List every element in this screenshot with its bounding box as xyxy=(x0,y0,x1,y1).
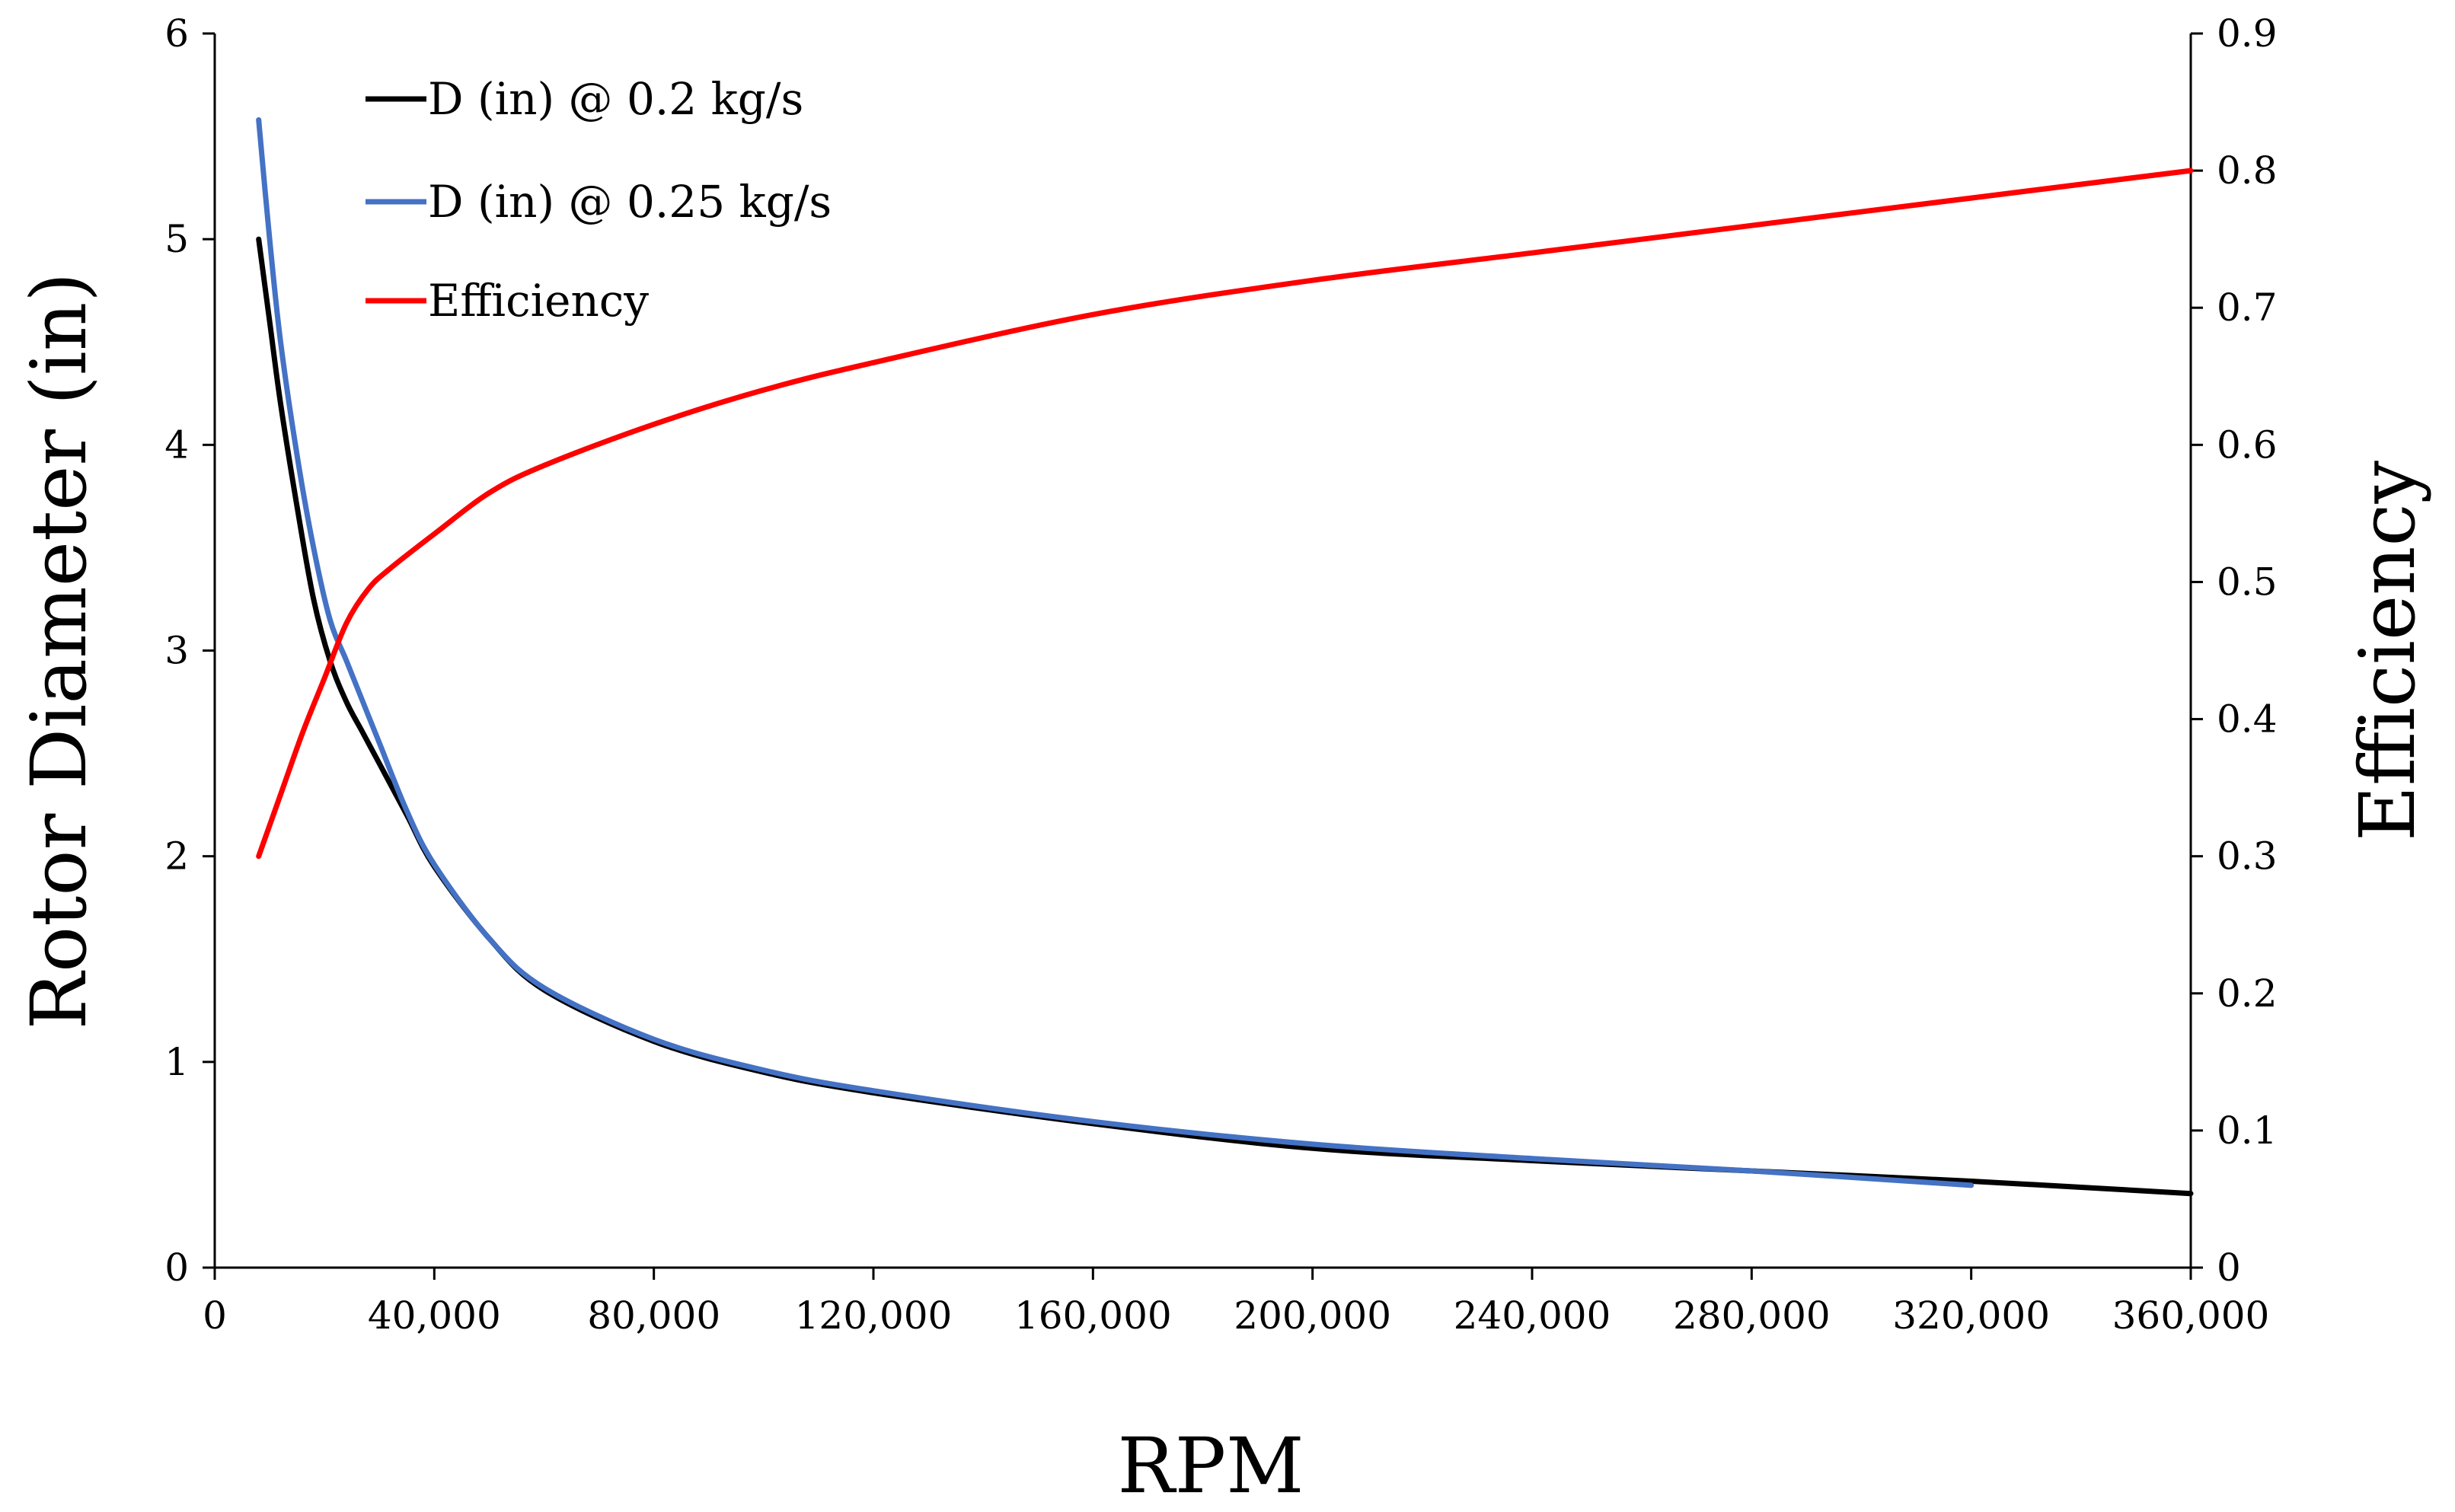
x-tick-label: 80,000 xyxy=(587,1293,720,1338)
legend: D (in) @ 0.2 kg/s D (in) @ 0.25 kg/s Effic… xyxy=(366,73,832,327)
series-line-d-0-25-kgs xyxy=(256,117,1975,1188)
x-axis-title: RPM xyxy=(1118,1421,1304,1510)
y2-tick-label: 0.4 xyxy=(2217,697,2278,742)
y2-tick-label: 0 xyxy=(2217,1246,2241,1290)
x-tick-label: 280,000 xyxy=(1673,1293,1831,1338)
y-tick-label: 3 xyxy=(164,629,189,673)
y-tick-label: 2 xyxy=(164,834,189,879)
x-tick-label: 200,000 xyxy=(1234,1293,1391,1338)
y-tick-label: 1 xyxy=(164,1040,189,1084)
y2-axis-title: Efficiency xyxy=(2343,460,2432,841)
y-tick-label: 4 xyxy=(164,423,189,467)
legend-label: Efficiency xyxy=(428,275,649,327)
x-tick-label: 360,000 xyxy=(2112,1293,2270,1338)
y-tick-label: 0 xyxy=(164,1246,189,1290)
y2-tick-label: 0.3 xyxy=(2217,834,2278,879)
legend-label: D (in) @ 0.2 kg/s xyxy=(428,73,803,125)
y2-tick-label: 0.6 xyxy=(2217,423,2278,467)
y-axis-title: Rotor Diameter (in) xyxy=(14,273,104,1030)
x-tick-label: 0 xyxy=(203,1293,227,1338)
y2-tick-label: 0.8 xyxy=(2217,148,2278,193)
y-tick-label: 5 xyxy=(164,217,189,261)
legend-label: D (in) @ 0.25 kg/s xyxy=(428,176,832,228)
y2-tick-label: 0.5 xyxy=(2217,560,2278,604)
y2-tick-label: 0.7 xyxy=(2217,285,2278,330)
y2-tick-label: 0.1 xyxy=(2217,1108,2278,1153)
series-lines xyxy=(256,117,2194,1197)
y2-tick-label: 0.9 xyxy=(2217,11,2278,56)
x-tick-label: 240,000 xyxy=(1454,1293,1611,1338)
x-tick-label: 40,000 xyxy=(368,1293,501,1338)
x-tick-label: 160,000 xyxy=(1014,1293,1172,1338)
ticks: 0 40,000 80,000 120,000 160,000 200,000 240,00… xyxy=(164,11,2277,1338)
series-line-efficiency xyxy=(256,167,2194,860)
x-tick-label: 120,000 xyxy=(795,1293,953,1338)
y2-tick-label: 0.2 xyxy=(2217,971,2278,1016)
series-line-d-0-2-kgs xyxy=(256,236,2194,1197)
y-tick-label: 6 xyxy=(164,11,189,56)
x-tick-label: 320,000 xyxy=(1892,1293,2050,1338)
